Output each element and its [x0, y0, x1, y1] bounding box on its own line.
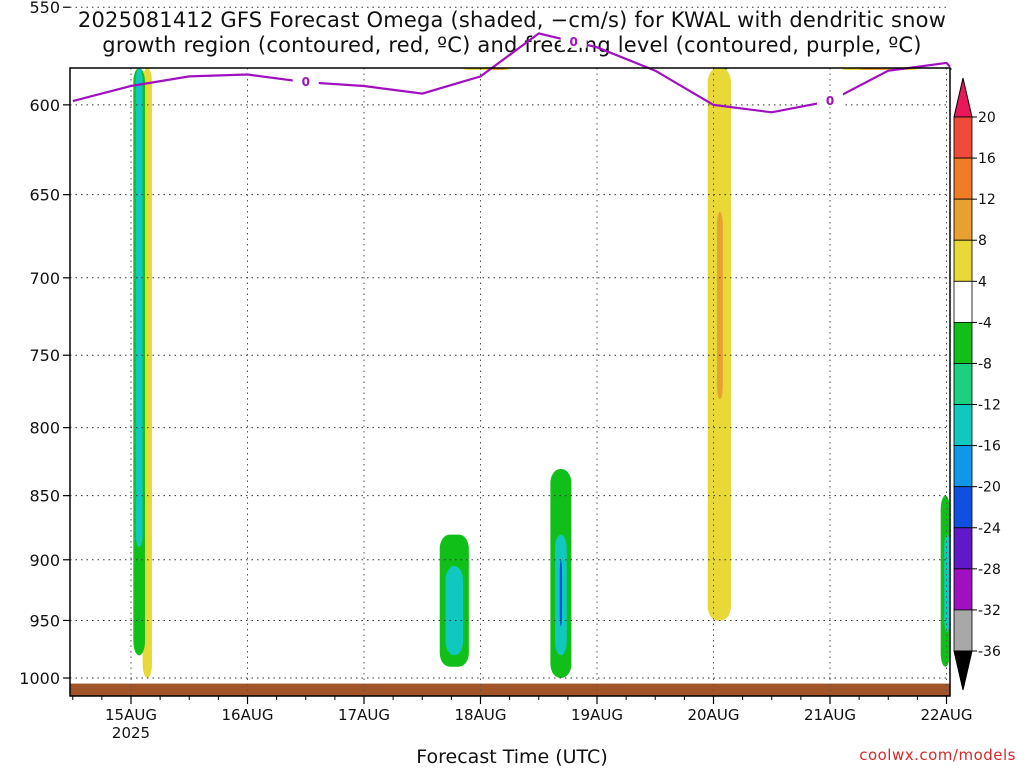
colorbar-bin-8: [953, 445, 973, 488]
colorbar-bin-12: [953, 609, 973, 652]
colorbar-label-11: -28: [978, 562, 1001, 578]
x-axis-label: Forecast Time (UTC): [416, 746, 608, 768]
colorbar-bin-9: [953, 486, 973, 529]
colorbar-bin-7: [953, 404, 973, 447]
x-tick-sublabel-15AUG: 2025: [112, 724, 150, 742]
colorbar-bin-5: [953, 321, 973, 364]
contour-label-2-2: 0: [826, 94, 834, 108]
omega-region-8: [716, 211, 723, 400]
plot-area: [70, 68, 950, 696]
x-tick-label-20AUG: 20AUG: [688, 706, 740, 724]
y-tick-label-900: 900: [29, 551, 60, 570]
colorbar-bin-4: [953, 280, 973, 323]
colorbar-bin-6: [953, 363, 973, 405]
site-credit: coolwx.com/models: [859, 746, 1016, 764]
colorbar-label-10: -24: [978, 521, 1001, 537]
chart-title-line-1: 2025081412 GFS Forecast Omega (shaded, −…: [77, 8, 947, 32]
y-tick-label-650: 650: [29, 186, 60, 205]
terrain-layer: [70, 683, 950, 696]
y-tick-label-600: 600: [29, 96, 60, 115]
contour-layer: -18-18-18-12-12-12000: [72, 32, 951, 114]
colorbar-bin-0: [953, 116, 973, 159]
colorbar-label-5: -4: [978, 315, 992, 331]
colorbar-bin-11: [953, 568, 973, 611]
omega-region-15: [445, 566, 464, 656]
contour-label-2-0: 0: [302, 75, 310, 89]
contour-label-2-1: 0: [570, 35, 578, 49]
contour-label-bg-2-1: [560, 33, 587, 48]
colorbar-bin-3: [953, 239, 973, 282]
contour-line-2: [72, 32, 951, 114]
x-tick-label-19AUG: 19AUG: [571, 706, 623, 724]
contour-label-bg-2-0: [292, 74, 319, 89]
omega-region-13: [559, 559, 563, 627]
colorbar-bottom-arrow: [953, 650, 973, 691]
colorbar-label-12: -32: [978, 603, 1001, 619]
surface-band: [70, 683, 950, 696]
colorbar-label-1: 16: [978, 151, 996, 167]
omega-region-2: [135, 68, 143, 548]
colorbar-label-7: -12: [978, 398, 1001, 414]
y-tick-label-1000: 1000: [19, 669, 60, 688]
colorbar: 20 16 12 8 4 -4 -8 -12 -16 -20 -24 -28 -32 -36: [953, 77, 1001, 691]
colorbar-label-9: -20: [978, 480, 1001, 496]
x-tick-label-17AUG: 17AUG: [338, 706, 390, 724]
omega-region-17: [944, 534, 950, 633]
colorbar-bin-2: [953, 198, 973, 241]
y-tick-label-700: 700: [29, 269, 60, 288]
colorbar-bin-10: [953, 527, 973, 570]
y-tick-label-850: 850: [29, 487, 60, 506]
colorbar-label-4: 4: [978, 274, 987, 290]
colorbar-label-2: 12: [978, 192, 996, 208]
colorbar-label-6: -8: [978, 356, 992, 372]
x-tick-label-16AUG: 16AUG: [222, 706, 274, 724]
colorbar-label-8: -16: [978, 439, 1001, 455]
y-tick-label-750: 750: [29, 346, 60, 365]
grid-layer: [70, 6, 950, 696]
x-tick-label-22AUG: 22AUG: [921, 706, 973, 724]
colorbar-label-13: -36: [978, 644, 1001, 660]
y-tick-label-950: 950: [29, 611, 60, 630]
colorbar-bin-1: [953, 157, 973, 200]
colorbar-top-arrow: [953, 77, 973, 118]
x-tick-label-21AUG: 21AUG: [804, 706, 856, 724]
colorbar-label-3: 8: [978, 233, 987, 249]
y-tick-label-550: 550: [29, 0, 60, 17]
y-tick-label-800: 800: [29, 419, 60, 438]
contour-label-bg-2-2: [817, 93, 843, 108]
x-tick-label-15AUG: 15AUG: [105, 706, 157, 724]
x-tick-label-18AUG: 18AUG: [455, 706, 507, 724]
colorbar-label-0: 20: [978, 110, 996, 126]
y-axis: 2503003504004505005506006507007508008509…: [19, 0, 70, 688]
